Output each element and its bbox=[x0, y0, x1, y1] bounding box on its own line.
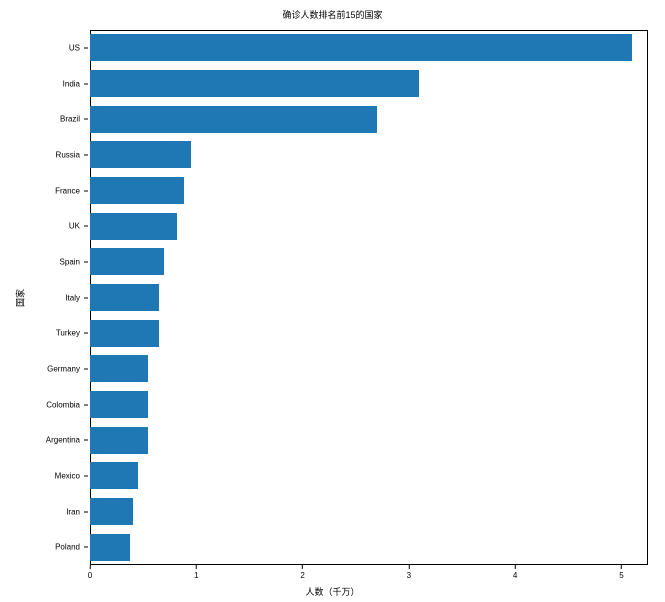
bar bbox=[90, 498, 133, 525]
y-tick-mark bbox=[84, 547, 88, 548]
y-tick-mark bbox=[84, 190, 88, 191]
y-tick: Argentina bbox=[46, 436, 90, 445]
bar bbox=[90, 106, 377, 133]
x-tick-mark bbox=[196, 565, 197, 569]
x-axis-label: 人数（千万） bbox=[0, 585, 665, 598]
y-tick-label: US bbox=[69, 43, 80, 52]
y-tick: Turkey bbox=[56, 329, 90, 338]
spine-bottom bbox=[90, 564, 648, 565]
y-tick-mark bbox=[84, 368, 88, 369]
y-tick: Iran bbox=[66, 507, 90, 516]
x-tick-mark bbox=[408, 565, 409, 569]
y-tick-label: Germany bbox=[47, 364, 80, 373]
y-tick: Colombia bbox=[46, 400, 90, 409]
bar bbox=[90, 34, 632, 61]
y-tick-label: Spain bbox=[60, 257, 80, 266]
y-tick-label: France bbox=[55, 186, 80, 195]
bar bbox=[90, 462, 138, 489]
plot-area: USIndiaBrazilRussiaFranceUKSpainItalyTur… bbox=[90, 30, 648, 565]
bar bbox=[90, 284, 159, 311]
y-tick-label: Poland bbox=[55, 543, 80, 552]
bar bbox=[90, 177, 184, 204]
x-tick-label: 2 bbox=[300, 571, 304, 580]
bar bbox=[90, 213, 177, 240]
bar bbox=[90, 70, 419, 97]
bar bbox=[90, 355, 148, 382]
y-tick-mark bbox=[84, 333, 88, 334]
y-tick: Brazil bbox=[60, 115, 90, 124]
x-tick-mark bbox=[515, 565, 516, 569]
x-tick: 5 bbox=[619, 565, 623, 580]
y-tick: UK bbox=[69, 222, 90, 231]
y-tick-mark bbox=[84, 154, 88, 155]
spine-right bbox=[647, 30, 648, 565]
bar bbox=[90, 391, 148, 418]
x-tick-label: 4 bbox=[513, 571, 517, 580]
x-tick: 4 bbox=[513, 565, 517, 580]
x-tick-mark bbox=[621, 565, 622, 569]
y-tick-label: Iran bbox=[66, 507, 80, 516]
x-tick: 0 bbox=[88, 565, 92, 580]
bar bbox=[90, 141, 191, 168]
x-tick: 2 bbox=[300, 565, 304, 580]
y-tick-label: Turkey bbox=[56, 329, 80, 338]
y-tick: Mexico bbox=[55, 471, 90, 480]
y-tick: US bbox=[69, 43, 90, 52]
y-tick-label: Colombia bbox=[46, 400, 80, 409]
y-tick-mark bbox=[84, 226, 88, 227]
figure: 确诊人数排名前15的国家 国家 人数（千万） USIndiaBrazilRuss… bbox=[0, 0, 665, 602]
y-tick-label: Russia bbox=[56, 150, 80, 159]
y-tick: Spain bbox=[60, 257, 90, 266]
x-tick-mark bbox=[89, 565, 90, 569]
bar bbox=[90, 248, 164, 275]
y-tick-label: Brazil bbox=[60, 115, 80, 124]
y-tick-mark bbox=[84, 297, 88, 298]
y-tick: France bbox=[55, 186, 90, 195]
y-tick: Russia bbox=[56, 150, 90, 159]
x-tick: 1 bbox=[194, 565, 198, 580]
y-tick-label: Italy bbox=[65, 293, 80, 302]
bar bbox=[90, 534, 130, 561]
x-tick-label: 3 bbox=[407, 571, 411, 580]
y-tick-label: India bbox=[63, 79, 80, 88]
y-tick-label: UK bbox=[69, 222, 80, 231]
y-tick-mark bbox=[84, 83, 88, 84]
x-tick-label: 5 bbox=[619, 571, 623, 580]
bar bbox=[90, 427, 148, 454]
x-tick-mark bbox=[302, 565, 303, 569]
bar bbox=[90, 320, 159, 347]
y-tick: Poland bbox=[55, 543, 90, 552]
y-tick-mark bbox=[84, 47, 88, 48]
x-tick-label: 0 bbox=[88, 571, 92, 580]
y-tick-mark bbox=[84, 475, 88, 476]
y-tick-label: Argentina bbox=[46, 436, 80, 445]
y-tick: Germany bbox=[47, 364, 90, 373]
y-tick: Italy bbox=[65, 293, 90, 302]
y-tick-label: Mexico bbox=[55, 471, 80, 480]
y-axis-label: 国家 bbox=[14, 288, 27, 306]
y-tick-mark bbox=[84, 404, 88, 405]
y-tick-mark bbox=[84, 440, 88, 441]
chart-title: 确诊人数排名前15的国家 bbox=[0, 8, 665, 21]
y-tick-mark bbox=[84, 261, 88, 262]
y-tick: India bbox=[63, 79, 90, 88]
spine-top bbox=[90, 30, 648, 31]
y-tick-mark bbox=[84, 119, 88, 120]
x-tick: 3 bbox=[407, 565, 411, 580]
x-tick-label: 1 bbox=[194, 571, 198, 580]
y-tick-mark bbox=[84, 511, 88, 512]
